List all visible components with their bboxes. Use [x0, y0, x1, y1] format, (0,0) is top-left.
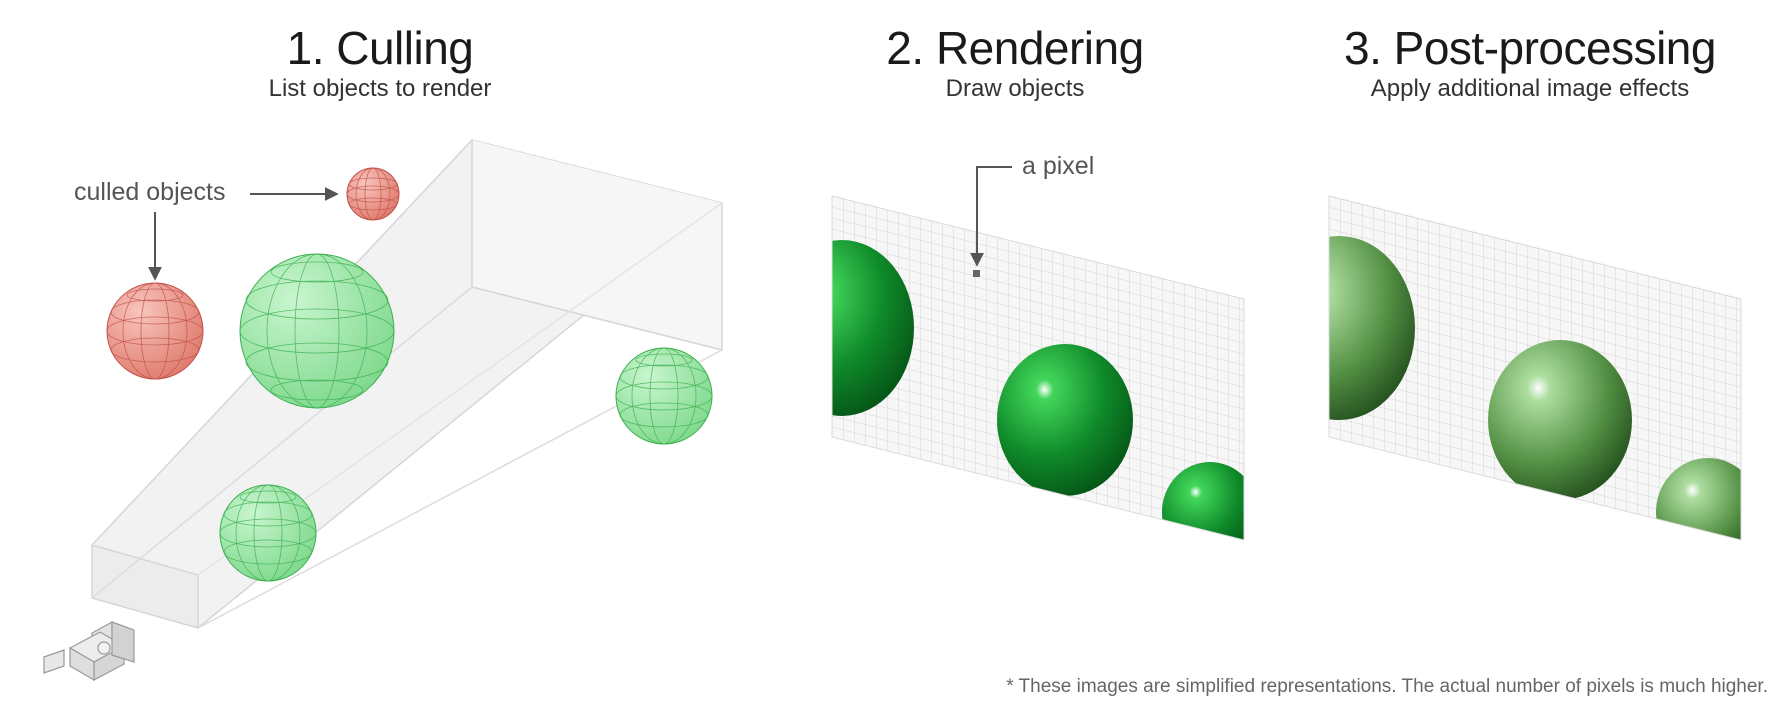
step-subtitle: Draw objects — [945, 75, 1085, 102]
footnote: * These images are simplified representa… — [1006, 676, 1768, 697]
camera-icon — [43, 620, 135, 682]
step-post-processing-heading: 3. Post-processing Apply additional imag… — [1280, 22, 1780, 104]
sphere-visible-right — [615, 347, 713, 445]
step-title: 2. Rendering — [886, 22, 1144, 74]
processed-sphere-left — [1329, 236, 1415, 420]
a-pixel-label: a pixel — [1022, 152, 1095, 180]
step-title: 1. Culling — [286, 22, 474, 74]
culled-objects-label: culled objects — [74, 178, 226, 206]
step-rendering-heading: 2. Rendering Draw objects — [815, 22, 1215, 104]
highlighted-pixel — [973, 270, 980, 277]
sphere-culled-large — [106, 282, 204, 380]
step-subtitle: Apply additional image effects — [1370, 75, 1690, 102]
rendered-image — [831, 195, 1245, 541]
rendered-sphere-center — [997, 344, 1133, 496]
processed-sphere-center — [1488, 340, 1632, 500]
post-processed-image — [1328, 195, 1742, 541]
processed-sphere-right — [1656, 458, 1741, 540]
sphere-visible-bottom — [219, 484, 317, 582]
step-culling-heading: 1. Culling List objects to render — [180, 22, 580, 104]
sphere-culled-small — [346, 167, 400, 221]
sphere-visible-large — [239, 253, 395, 409]
step-title: 3. Post-processing — [1344, 22, 1716, 74]
step-subtitle: List objects to render — [268, 75, 492, 102]
rendered-sphere-left — [832, 240, 914, 416]
arrow-icon — [970, 166, 1012, 267]
